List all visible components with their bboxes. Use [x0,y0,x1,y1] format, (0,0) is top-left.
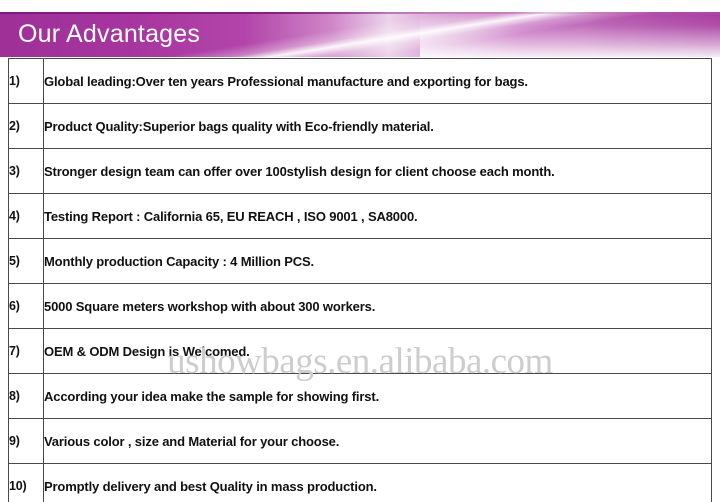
row-number: 2) [8,103,44,149]
row-number: 4) [8,193,44,239]
row-number: 8) [8,373,44,419]
row-number: 5) [8,238,44,284]
row-text: 5000 Square meters workshop with about 3… [43,283,712,329]
row-text: Monthly production Capacity : 4 Million … [43,238,712,284]
row-number: 10) [8,463,44,502]
table-row: 10) Promptly delivery and best Quality i… [8,463,712,502]
row-text: Product Quality:Superior bags quality wi… [43,103,712,149]
table-row: 1) Global leading:Over ten years Profess… [8,58,712,104]
row-number: 7) [8,328,44,374]
row-number: 1) [8,58,44,104]
row-number: 6) [8,283,44,329]
row-text: According your idea make the sample for … [43,373,712,419]
row-text: Testing Report : California 65, EU REACH… [43,193,712,239]
row-text: Stronger design team can offer over 100s… [43,148,712,194]
table-row: 4) Testing Report : California 65, EU RE… [8,193,712,239]
row-number: 9) [8,418,44,464]
table-row: 5) Monthly production Capacity : 4 Milli… [8,238,712,284]
row-text: Promptly delivery and best Quality in ma… [43,463,712,502]
advantages-table-body: 1) Global leading:Over ten years Profess… [8,58,712,502]
table-row: 8) According your idea make the sample f… [8,373,712,419]
table-row: 7) OEM & ODM Design is Welcomed. [8,328,712,374]
table-row: 6) 5000 Square meters workshop with abou… [8,283,712,329]
page-title: Our Advantages [18,20,201,48]
row-text: OEM & ODM Design is Welcomed. [43,328,712,374]
row-text: Global leading:Over ten years Profession… [43,58,712,104]
advantages-table: 1) Global leading:Over ten years Profess… [8,58,712,502]
table-row: 2) Product Quality:Superior bags quality… [8,103,712,149]
header-banner: Our Advantages [0,12,720,57]
row-text: Various color , size and Material for yo… [43,418,712,464]
table-row: 9) Various color , size and Material for… [8,418,712,464]
table-row: 3) Stronger design team can offer over 1… [8,148,712,194]
row-number: 3) [8,148,44,194]
